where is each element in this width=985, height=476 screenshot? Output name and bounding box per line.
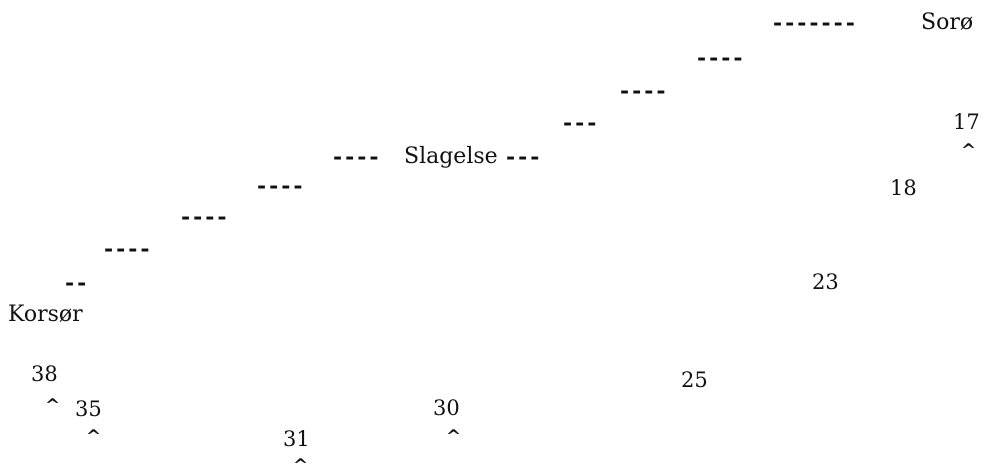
- route-dash-segment: ---: [563, 110, 600, 136]
- route-dash-segment: -------: [773, 10, 858, 36]
- caret-mark: ^: [961, 140, 977, 161]
- route-dash-segment: ----: [257, 173, 306, 199]
- number-label-38: 38: [31, 362, 58, 386]
- place-label-soro: Sorø: [921, 10, 974, 35]
- route-dash-segment: ----: [104, 236, 153, 262]
- number-label-35: 35: [75, 397, 102, 421]
- caret-mark: ^: [446, 426, 462, 447]
- number-label-17: 17: [953, 110, 980, 134]
- route-dash-segment: ----: [333, 144, 382, 170]
- route-dash-segment: ----: [620, 78, 669, 104]
- place-label-slagelse: Slagelse: [404, 144, 498, 169]
- number-label-31: 31: [283, 427, 310, 451]
- number-label-25: 25: [681, 368, 708, 392]
- route-dash-segment: ---: [506, 144, 543, 170]
- number-label-30: 30: [433, 396, 460, 420]
- caret-mark: ^: [86, 426, 102, 447]
- caret-mark: ^: [293, 455, 309, 476]
- route-dash-segment: --: [65, 270, 90, 296]
- route-dash-segment: ----: [697, 45, 746, 71]
- place-label-korsor: Korsør: [8, 302, 83, 327]
- number-label-23: 23: [812, 270, 839, 294]
- caret-mark: ^: [45, 395, 61, 416]
- route-dash-segment: ----: [181, 204, 230, 230]
- number-label-18: 18: [890, 176, 917, 200]
